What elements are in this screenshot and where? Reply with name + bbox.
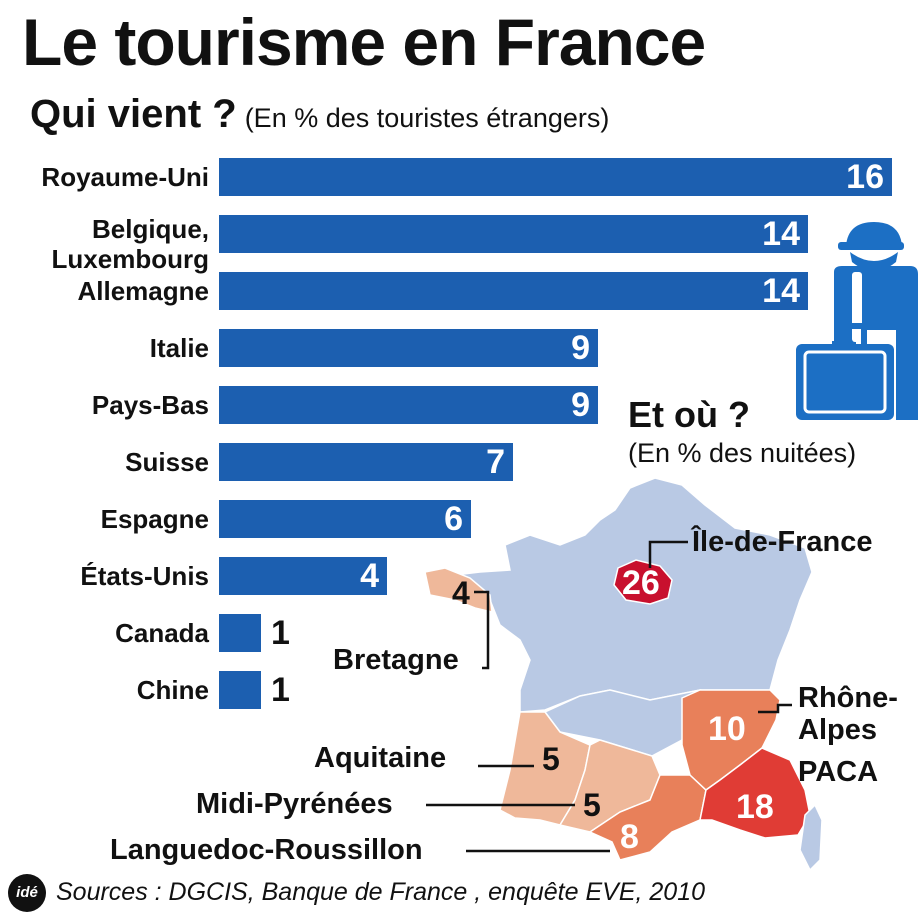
leader-rhone xyxy=(758,703,792,714)
chart-subtitle: Qui vient ? (En % des touristes étrangers… xyxy=(30,92,609,137)
leader-lines xyxy=(426,540,792,853)
value-paca: 18 xyxy=(736,788,774,826)
france-map xyxy=(424,477,823,872)
map-note: (En % des nuitées) xyxy=(628,438,857,468)
map-region-paca xyxy=(699,747,811,839)
suitcase-outline xyxy=(803,350,887,414)
label-rhone-alpes-2: Alpes xyxy=(798,714,877,746)
sources-note: Sources : DGCIS, Banque de France , enqu… xyxy=(56,878,705,906)
value-bretagne: 4 xyxy=(452,575,470,611)
label-midi-pyrenees: Midi-Pyrénées xyxy=(196,788,393,820)
map-title: Et où ? xyxy=(628,394,750,435)
value-ile-de-france: 26 xyxy=(622,564,660,602)
tourist-arm xyxy=(852,272,862,342)
value-languedoc-roussillon: 8 xyxy=(620,818,639,856)
leader-idf xyxy=(648,540,688,568)
map-region-languedoc xyxy=(588,774,707,861)
value-midi-pyrenees: 5 xyxy=(583,787,601,823)
suitcase xyxy=(796,344,894,420)
page-title: Le tourisme en France xyxy=(22,5,706,79)
label-ile-de-france: Île-de-France xyxy=(692,526,873,558)
map-region-corse xyxy=(799,803,823,872)
value-rhone-alpes: 10 xyxy=(708,710,746,748)
publisher-logo: idé xyxy=(8,874,46,912)
label-paca: PACA xyxy=(798,756,879,788)
tourist-cap xyxy=(846,222,902,246)
tourist-icon xyxy=(796,222,918,420)
subtitle-question: Qui vient ? xyxy=(30,92,237,136)
value-aquitaine: 5 xyxy=(542,741,560,777)
label-bretagne: Bretagne xyxy=(333,644,459,676)
label-rhone-alpes-1: Rhône- xyxy=(798,682,898,714)
map-region-bretagne xyxy=(424,567,493,613)
label-aquitaine: Aquitaine xyxy=(314,742,447,774)
subtitle-note: (En % des touristes étrangers) xyxy=(244,103,610,133)
label-languedoc-roussillon: Languedoc-Roussillon xyxy=(110,834,423,866)
tourist-cap-brim xyxy=(838,242,904,250)
leader-bretagne xyxy=(474,590,490,670)
map-region-ile-de-france xyxy=(613,559,673,605)
